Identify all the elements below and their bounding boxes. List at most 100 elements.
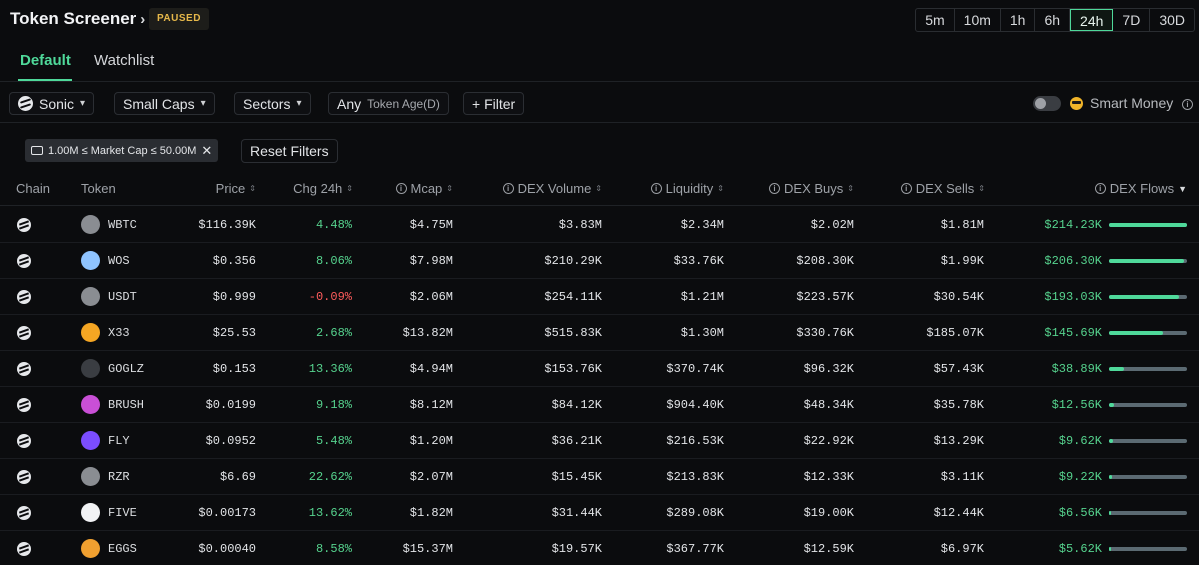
- token-symbol[interactable]: USDT: [108, 290, 137, 304]
- table-row[interactable]: EGGS $0.00040 8.58% $15.37M $19.57K $367.77K $…: [0, 531, 1199, 565]
- sort-icon: ⇕: [446, 183, 453, 193]
- dex-buys-cell: $12.33K: [803, 470, 854, 484]
- dex-flow-bar-fill: [1109, 331, 1163, 335]
- column-header-mcap[interactable]: i Mcap ⇕: [395, 181, 453, 196]
- timeframe-selector: 5m 10m 1h 6h 24h 7D 30D: [915, 8, 1195, 32]
- sectors-dropdown[interactable]: Sectors ▾: [234, 92, 311, 115]
- dex-flow-bar-fill: [1109, 295, 1180, 299]
- dex-volume-cell: $15.45K: [551, 470, 602, 484]
- sonic-chain-icon: [17, 398, 31, 412]
- timeframe-7d[interactable]: 7D: [1113, 9, 1151, 31]
- dex-flows-cell: $38.89K: [1051, 362, 1102, 376]
- sort-icon: ⇕: [595, 183, 602, 193]
- column-header-price[interactable]: Price ⇕: [215, 181, 256, 196]
- token-symbol[interactable]: X33: [108, 326, 130, 340]
- info-icon: i: [650, 183, 662, 194]
- token-symbol[interactable]: RZR: [108, 470, 130, 484]
- table-row[interactable]: WOS $0.356 8.06% $7.98M $210.29K $33.76K $208.…: [0, 243, 1199, 279]
- table-row[interactable]: WBTC $116.39K 4.48% $4.75M $3.83M $2.34M $2.02…: [0, 207, 1199, 243]
- chevron-down-icon: ▾: [200, 98, 206, 109]
- dex-sells-cell: $185.07K: [926, 326, 984, 340]
- wos-icon: [81, 251, 100, 270]
- token-symbol[interactable]: EGGS: [108, 542, 137, 556]
- sort-icon: ⇕: [847, 183, 854, 193]
- add-filter-button[interactable]: + Filter: [463, 92, 525, 115]
- dex-flow-bar-fill: [1109, 367, 1124, 371]
- sort-icon: ⇕: [717, 183, 724, 193]
- page-title[interactable]: Token Screener ›: [10, 9, 145, 29]
- table-row[interactable]: FIVE $0.00173 13.62% $1.82M $31.44K $289.08K $…: [0, 495, 1199, 531]
- five-icon: [81, 503, 100, 522]
- token-symbol[interactable]: FIVE: [108, 506, 137, 520]
- timeframe-6h[interactable]: 6h: [1035, 9, 1071, 31]
- table-row[interactable]: FLY $0.0952 5.48% $1.20M $36.21K $216.53K $22.…: [0, 423, 1199, 459]
- dex-flows-cell: $145.69K: [1044, 326, 1102, 340]
- token-symbol[interactable]: GOGLZ: [108, 362, 145, 376]
- sonic-chain-icon: [17, 470, 31, 484]
- dex-flows-cell: $12.56K: [1051, 398, 1102, 412]
- token-age-value: Any: [337, 95, 362, 112]
- dex-sells-cell: $6.97K: [940, 542, 984, 556]
- sort-icon: ⇕: [346, 183, 353, 193]
- token-symbol[interactable]: WOS: [108, 254, 130, 268]
- reset-filters-button[interactable]: Reset Filters: [241, 139, 338, 163]
- dex-flows-cell: $9.22K: [1058, 470, 1102, 484]
- token-symbol[interactable]: BRUSH: [108, 398, 145, 412]
- wbtc-icon: [81, 215, 100, 234]
- price-cell: $0.153: [212, 362, 256, 376]
- caps-dropdown[interactable]: Small Caps ▾: [114, 92, 215, 115]
- page-title-text: Token Screener: [10, 9, 137, 28]
- change-cell: 5.48%: [315, 434, 352, 448]
- column-header-dex-flows[interactable]: i DEX Flows ▼: [1094, 181, 1187, 196]
- status-badge: PAUSED: [149, 8, 209, 30]
- smart-money-toggle[interactable]: [1033, 96, 1061, 111]
- sonic-chain-icon: [18, 96, 33, 111]
- liquidity-cell: $213.83K: [666, 470, 724, 484]
- table-row[interactable]: X33 $25.53 2.68% $13.82M $515.83K $1.30M $330.…: [0, 315, 1199, 351]
- timeframe-24h[interactable]: 24h: [1070, 9, 1114, 31]
- dex-buys-cell: $48.34K: [803, 398, 854, 412]
- token-symbol[interactable]: FLY: [108, 434, 130, 448]
- liquidity-cell: $367.77K: [666, 542, 724, 556]
- filter-bar: Sonic ▾ Small Caps ▾ Sectors ▾ Any Token…: [0, 83, 1199, 123]
- dex-volume-cell: $515.83K: [544, 326, 602, 340]
- table-header: Chain Token Price ⇕ Chg 24h ⇕ i Mcap ⇕ i DEX …: [0, 172, 1199, 206]
- caps-dropdown-label: Small Caps: [123, 95, 195, 112]
- dex-flows-cell: $9.62K: [1058, 434, 1102, 448]
- sonic-chain-icon: [17, 218, 31, 232]
- token-age-filter[interactable]: Any Token Age(D): [328, 92, 449, 115]
- column-header-dex-volume[interactable]: i DEX Volume ⇕: [502, 181, 602, 196]
- chain-dropdown[interactable]: Sonic ▾: [9, 92, 95, 115]
- column-header-dex-sells[interactable]: i DEX Sells ⇕: [900, 181, 985, 196]
- chevron-down-icon: ▾: [80, 98, 86, 109]
- table-row[interactable]: GOGLZ $0.153 13.36% $4.94M $153.76K $370.74K $…: [0, 351, 1199, 387]
- fly-icon: [81, 431, 100, 450]
- mcap-cell: $4.94M: [409, 362, 453, 376]
- token-symbol[interactable]: WBTC: [108, 218, 137, 232]
- timeframe-10m[interactable]: 10m: [955, 9, 1001, 31]
- table-row[interactable]: BRUSH $0.0199 9.18% $8.12M $84.12K $904.40K $4…: [0, 387, 1199, 423]
- info-icon[interactable]: i: [1182, 99, 1193, 110]
- dex-flow-bar: [1109, 475, 1187, 479]
- liquidity-cell: $1.21M: [680, 290, 724, 304]
- timeframe-5m[interactable]: 5m: [916, 9, 955, 31]
- timeframe-1h[interactable]: 1h: [1001, 9, 1036, 31]
- dex-volume-cell: $31.44K: [551, 506, 602, 520]
- table-row[interactable]: USDT $0.999 -0.09% $2.06M $254.11K $1.21M $223…: [0, 279, 1199, 315]
- close-icon[interactable]: ✕: [201, 142, 213, 158]
- dex-volume-cell: $3.83M: [558, 218, 602, 232]
- column-header-chg[interactable]: Chg 24h ⇕: [293, 181, 353, 196]
- tab-watchlist[interactable]: Watchlist: [94, 52, 155, 69]
- column-header-dex-buys[interactable]: i DEX Buys ⇕: [769, 181, 854, 196]
- column-header-liquidity[interactable]: i Liquidity ⇕: [650, 181, 724, 196]
- sort-icon: ⇕: [978, 183, 985, 193]
- tab-default[interactable]: Default: [20, 52, 71, 69]
- dex-volume-cell: $254.11K: [544, 290, 602, 304]
- timeframe-30d[interactable]: 30D: [1159, 12, 1185, 28]
- price-cell: $0.356: [212, 254, 256, 268]
- mcap-cell: $13.82M: [402, 326, 453, 340]
- liquidity-cell: $370.74K: [666, 362, 724, 376]
- smart-money-icon: [1070, 97, 1083, 110]
- dex-flow-bar: [1109, 511, 1187, 515]
- table-row[interactable]: RZR $6.69 22.62% $2.07M $15.45K $213.83K $12.3…: [0, 459, 1199, 495]
